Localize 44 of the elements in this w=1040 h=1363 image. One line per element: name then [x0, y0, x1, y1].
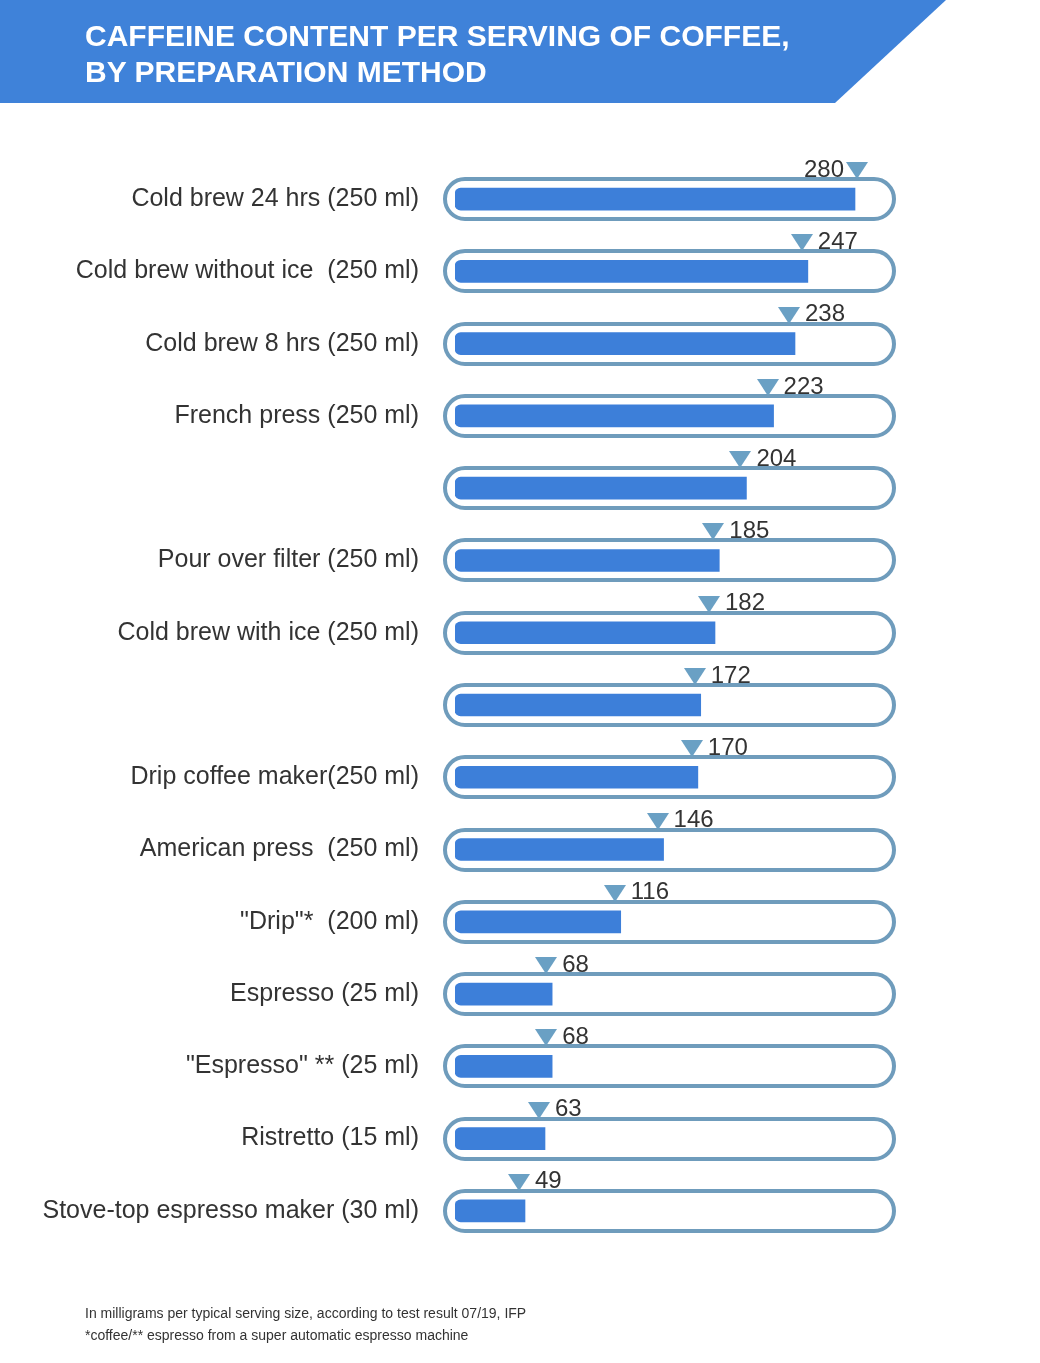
bar	[455, 549, 720, 572]
y-tick-label: "Drip"* (200 ml)	[240, 905, 419, 934]
bar	[455, 621, 716, 645]
bar	[455, 765, 699, 789]
data-label: 68	[562, 1021, 589, 1049]
y-tick-label: French press (250 ml)	[174, 399, 419, 428]
data-label: 68	[562, 949, 589, 977]
y-tick-label: Cold brew without ice (250 ml)	[75, 255, 419, 284]
data-label: 238	[805, 299, 846, 327]
chart-title: CAFFEINE CONTENT PER SERVING OF COFFEE, BY PREPARATION METHOD	[85, 18, 791, 90]
y-tick-label: Stove-top espresso maker (30 ml)	[42, 1194, 419, 1223]
data-label: 146	[673, 805, 714, 833]
data-label: 116	[630, 877, 669, 905]
data-label: 280	[803, 154, 844, 182]
bar	[455, 476, 747, 500]
data-label: 172	[710, 660, 751, 688]
y-tick-label: Cold brew 8 hrs (250 ml)	[145, 327, 419, 356]
data-label: 204	[756, 443, 797, 471]
bar	[455, 1199, 526, 1223]
bar	[455, 982, 553, 1006]
bar	[455, 1127, 546, 1150]
bar	[455, 1055, 553, 1078]
bar	[455, 910, 622, 934]
data-label: 185	[729, 516, 770, 544]
bar	[455, 332, 796, 355]
y-tick-label: American press (250 ml)	[139, 833, 419, 862]
bar	[455, 404, 774, 428]
data-label: 223	[783, 371, 824, 399]
bar	[455, 838, 664, 861]
data-label: 247	[817, 227, 858, 255]
data-label: 49	[535, 1166, 562, 1194]
bar	[455, 693, 702, 717]
y-tick-label: "Espresso" ** (25 ml)	[185, 1050, 419, 1079]
data-label: 170	[707, 732, 748, 760]
data-label: 182	[725, 588, 766, 616]
y-tick-label: Cold brew with ice (250 ml)	[117, 616, 419, 645]
data-label: 63	[555, 1094, 582, 1122]
y-tick-label: Ristretto (15 ml)	[241, 1122, 419, 1151]
y-tick-label: Espresso (25 ml)	[230, 977, 419, 1006]
y-tick-label: Drip coffee maker(250 ml)	[130, 761, 419, 790]
y-tick-label: Cold brew 24 hrs (250 ml)	[131, 183, 419, 212]
text: *coffee/** espresso from a super automatic espresso machine	[85, 1326, 470, 1345]
text: In milligrams per typical serving size, according to test result 07/19, IFP	[85, 1304, 527, 1323]
y-tick-label: Pour over filter (250 ml)	[157, 544, 419, 573]
